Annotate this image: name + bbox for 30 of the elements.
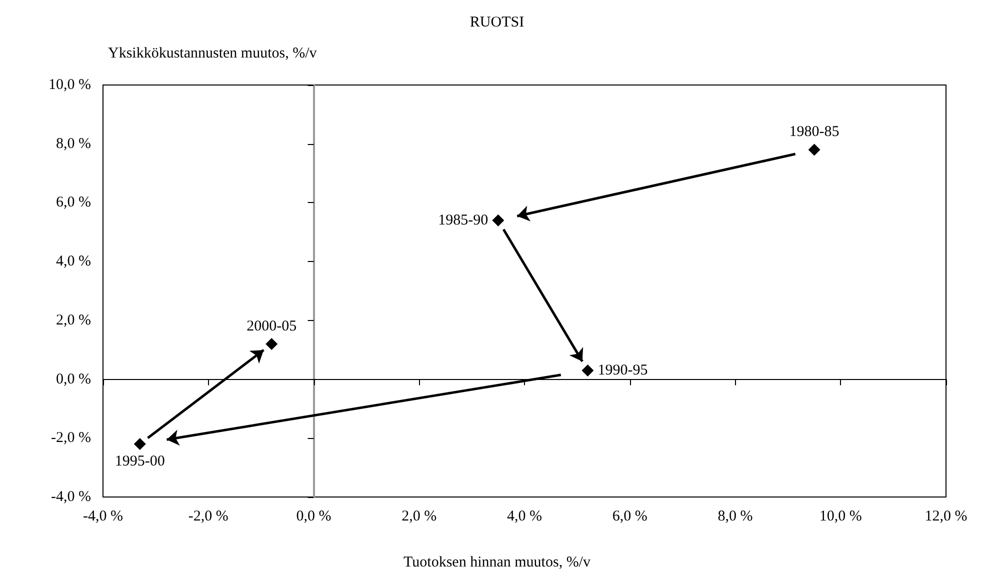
x-tick-label: -4,0 % (83, 508, 123, 524)
chart-title: RUOTSI (470, 14, 524, 30)
x-tick-label: 2,0 % (402, 508, 437, 524)
x-tick-label: 12,0 % (924, 508, 968, 524)
x-tick-label: 0,0 % (296, 508, 332, 524)
annotation: 2000-05 (246, 318, 297, 334)
x-tick-label: 10,0 % (819, 508, 862, 524)
x-tick-label: 8,0 % (718, 508, 753, 524)
y-tick-label: 8,0 % (56, 136, 91, 152)
point (808, 144, 820, 156)
x-tick-label: 4,0 % (507, 508, 542, 524)
point (492, 214, 504, 226)
y-tick-label: 2,0 % (56, 312, 91, 328)
point (134, 438, 146, 450)
y-tick-label: 4,0 % (56, 254, 91, 270)
x-tick-label: -2,0 % (188, 508, 228, 524)
y-axis-title: Yksikkökustannusten muutos, %/v (108, 46, 318, 62)
y-tick-label: -4,0 % (51, 489, 91, 505)
y-tick-label: 0,0 % (56, 371, 91, 388)
point (582, 364, 594, 376)
y-tick-label: -2,0 % (51, 430, 91, 446)
annotation: 1990-95 (598, 362, 648, 378)
y-tick-label: 10,0 % (48, 77, 91, 93)
point (266, 338, 278, 350)
y-tick-label: 6,0 % (56, 194, 91, 211)
annotation: 1995-00 (114, 454, 165, 470)
x-tick-label: 6,0 % (612, 508, 648, 524)
annotation: 1980-85 (789, 124, 840, 140)
x-axis-title: Tuotoksen hinnan muutos, %/v (404, 554, 591, 570)
annotation: 1985-90 (438, 212, 488, 228)
